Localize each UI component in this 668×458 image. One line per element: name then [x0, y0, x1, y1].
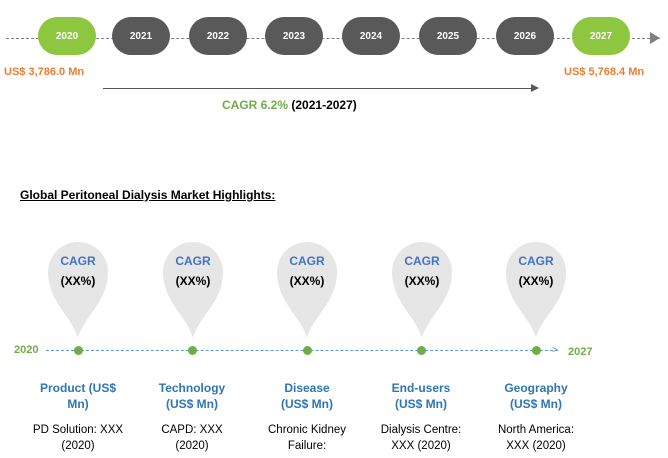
segment-value: CAPD: XXX (2020)	[134, 422, 250, 454]
timeline-dot	[417, 346, 426, 355]
segment-value: PD Solution: XXX (2020)	[20, 422, 136, 454]
pin-value: (XX%)	[518, 274, 554, 288]
year-label: 2021	[129, 30, 153, 42]
segment-value-line: CAPD: XXX	[161, 424, 223, 436]
pin-label: CAGR	[60, 254, 96, 268]
year-label: 2025	[436, 30, 460, 42]
segment-title-line: Product (US$	[39, 381, 116, 395]
segment-title: Geography (US$ Mn)	[481, 380, 591, 412]
year-node-2024: 2024	[342, 17, 400, 55]
year-node-2026: 2026	[496, 17, 554, 55]
segment-title-line: (US$ Mn)	[166, 397, 218, 411]
segment-title: Technology (US$ Mn)	[137, 380, 247, 412]
year-node-2021: 2021	[112, 17, 170, 55]
map-pin-icon	[392, 242, 452, 338]
cagr-pin: CAGR (XX%)	[500, 232, 572, 340]
pin-value: (XX%)	[404, 274, 440, 288]
year-label: 2020	[55, 30, 79, 42]
segment-value: Chronic Kidney Failure:	[249, 422, 365, 454]
segment-title: Product (US$ Mn)	[23, 380, 133, 412]
pin-label: CAGR	[175, 254, 211, 268]
pin-value: (XX%)	[175, 274, 211, 288]
chevron-right-icon: >	[552, 345, 558, 356]
year-node-2027: 2027	[572, 17, 630, 55]
cagr-pin: CAGR (XX%)	[271, 232, 343, 340]
segment-value-line: Dialysis Centre:	[380, 424, 462, 436]
map-pin-icon	[506, 242, 566, 338]
pin-value: (XX%)	[60, 274, 96, 288]
cagr-pin: CAGR (XX%)	[157, 232, 229, 340]
pin-label: CAGR	[404, 254, 440, 268]
segment-title-line: End-users	[391, 381, 451, 395]
year-node-2023: 2023	[265, 17, 323, 55]
map-pin-icon	[163, 242, 223, 338]
segment-title-line: Technology	[158, 381, 226, 395]
highlights-title: Global Peritoneal Dialysis Market Highli…	[20, 188, 276, 202]
timeline-line	[6, 38, 660, 39]
year-label: 2023	[282, 30, 306, 42]
segment-value-line: Failure:	[287, 440, 327, 452]
segment-title-line: Geography	[504, 381, 568, 395]
year-label: 2024	[359, 30, 383, 42]
timeline-dot	[188, 346, 197, 355]
pin-label: CAGR	[518, 254, 554, 268]
segment-value-line: PD Solution: XXX	[32, 424, 124, 436]
map-pin-icon	[277, 242, 337, 338]
cagr-pin: CAGR (XX%)	[42, 232, 114, 340]
year-node-2020: 2020	[38, 17, 96, 55]
cagr-arrow-line	[103, 88, 533, 89]
cagr-arrow-icon	[531, 84, 539, 92]
year-label: 2027	[589, 30, 613, 42]
segment-title: Disease (US$ Mn)	[252, 380, 362, 412]
highlights-timeline-line	[46, 350, 558, 351]
timeline-dot	[532, 346, 541, 355]
segment-title-line: Mn)	[67, 397, 89, 411]
year-node-2025: 2025	[419, 17, 477, 55]
highlights-end-year: 2027	[568, 346, 593, 358]
pin-value: (XX%)	[289, 274, 325, 288]
segment-title: End-users (US$ Mn)	[366, 380, 476, 412]
timeline-arrow-icon	[650, 32, 660, 44]
timeline-dot	[303, 346, 312, 355]
cagr-label: CAGR 6.2% (2021-2027)	[222, 98, 357, 112]
highlights-start-year: 2020	[14, 344, 39, 356]
segment-value-line: (2020)	[175, 440, 209, 452]
timeline-dot	[74, 346, 83, 355]
segment-title-line: (US$ Mn)	[510, 397, 562, 411]
segment-value: Dialysis Centre: XXX (2020)	[363, 422, 479, 454]
segment-value: North America: XXX (2020)	[478, 422, 594, 454]
year-label: 2026	[513, 30, 537, 42]
segment-value-line: XXX (2020)	[506, 440, 566, 452]
cagr-value: CAGR 6.2%	[222, 98, 289, 112]
year-node-2022: 2022	[189, 17, 247, 55]
segment-value-line: (2020)	[61, 440, 95, 452]
map-pin-icon	[48, 242, 108, 338]
segment-value-line: Chronic Kidney	[268, 424, 346, 436]
end-value: US$ 5,768.4 Mn	[564, 66, 645, 78]
segment-value-line: North America:	[497, 424, 575, 436]
segment-title-line: Disease	[284, 381, 330, 395]
start-value: US$ 3,786.0 Mn	[4, 66, 85, 78]
year-label: 2022	[206, 30, 230, 42]
segment-title-line: (US$ Mn)	[395, 397, 447, 411]
cagr-pin: CAGR (XX%)	[386, 232, 458, 340]
segment-value-line: XXX (2020)	[391, 440, 451, 452]
pin-label: CAGR	[289, 254, 325, 268]
cagr-period: (2021-2027)	[291, 98, 357, 112]
segment-title-line: (US$ Mn)	[281, 397, 333, 411]
